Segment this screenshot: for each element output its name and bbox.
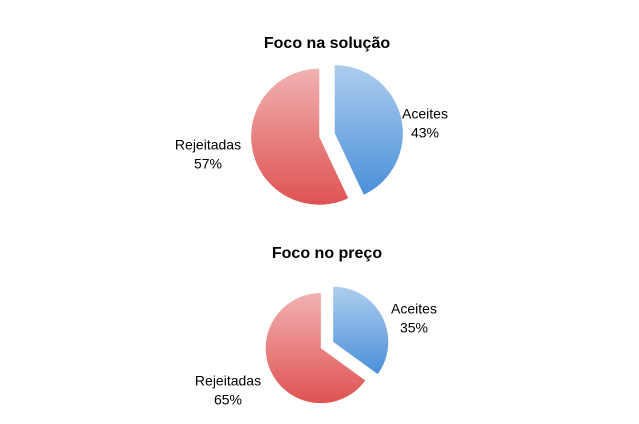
chart-title: Foco no preço [272,245,382,262]
slice-value: 57% [194,156,222,172]
slice-shine [333,286,389,375]
slice-value: 35% [400,320,428,336]
chart-title: Foco na solução [264,35,390,52]
slice-label: Rejeitadas [175,137,241,153]
slice-shine [265,293,366,404]
slice-shine [334,65,403,195]
slice-label: Aceites [402,106,448,122]
slice-shine [251,68,349,205]
slice-label: Aceites [391,301,437,317]
slice-value: 43% [411,125,439,141]
slice-value: 65% [214,392,242,408]
slice-label: Rejeitadas [195,373,261,389]
